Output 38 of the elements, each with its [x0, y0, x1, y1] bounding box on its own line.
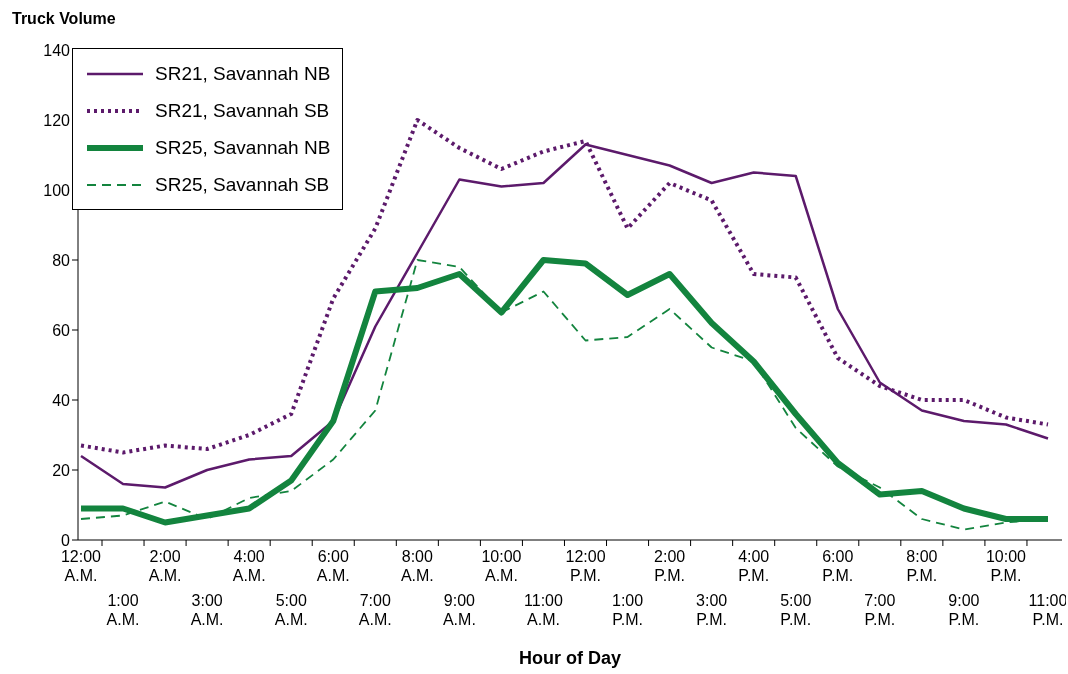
y-tick-label: 40 [52, 391, 71, 409]
y-tick-label: 20 [52, 461, 71, 479]
x-tick-label: 10:00 A.M. [481, 548, 522, 584]
x-tick-label: 3:00 P.M. [696, 592, 728, 628]
x-tick-label: 10:00 P.M. [985, 548, 1027, 584]
x-tick-label: 9:00 P.M. [948, 592, 980, 628]
x-tick-label: 1:00 A.M. [106, 592, 140, 628]
x-tick-label: 8:00 A.M. [400, 548, 434, 584]
y-tick-label: 0 [61, 531, 71, 549]
x-tick-label: 12:00 P.M. [565, 548, 606, 584]
y-tick-label: 120 [43, 111, 71, 129]
x-tick-label: 8:00 P.M. [906, 548, 938, 584]
legend-label: SR21, Savannah SB [155, 99, 330, 122]
y-tick-label: 140 [43, 41, 71, 59]
x-tick-label: 11:00 A.M. [524, 592, 563, 628]
x-tick-label: 7:00 A.M. [358, 592, 392, 628]
x-tick-label: 6:00 A.M. [316, 548, 350, 584]
x-tick-label: 12:00 A.M. [60, 548, 102, 584]
x-tick-label: 6:00 P.M. [822, 548, 854, 584]
y-axis-title: Truck Volume [12, 10, 116, 27]
x-tick-label: 3:00 A.M. [190, 592, 224, 628]
legend-label: SR25, Savannah NB [155, 136, 331, 159]
x-tick-label: 7:00 P.M. [864, 592, 896, 628]
x-axis-title: Hour of Day [518, 648, 622, 668]
legend-label: SR25, Savannah SB [155, 173, 330, 196]
x-tick-label: 9:00 A.M. [442, 592, 476, 628]
legend-label: SR21, Savannah NB [155, 62, 331, 85]
x-tick-label: 2:00 P.M. [654, 548, 686, 584]
y-tick-label: 60 [52, 321, 71, 339]
x-tick-label: 2:00 A.M. [148, 548, 182, 584]
x-tick-label: 4:00 P.M. [738, 548, 770, 584]
x-tick-label: 5:00 A.M. [274, 592, 308, 628]
y-tick-label: 80 [52, 251, 71, 269]
x-tick-label: 4:00 A.M. [232, 548, 266, 584]
x-tick-label: 11:00 P.M. [1028, 592, 1068, 628]
x-tick-label: 1:00 P.M. [611, 592, 644, 628]
x-tick-label: 5:00 P.M. [780, 592, 812, 628]
y-tick-label: 100 [43, 181, 71, 199]
